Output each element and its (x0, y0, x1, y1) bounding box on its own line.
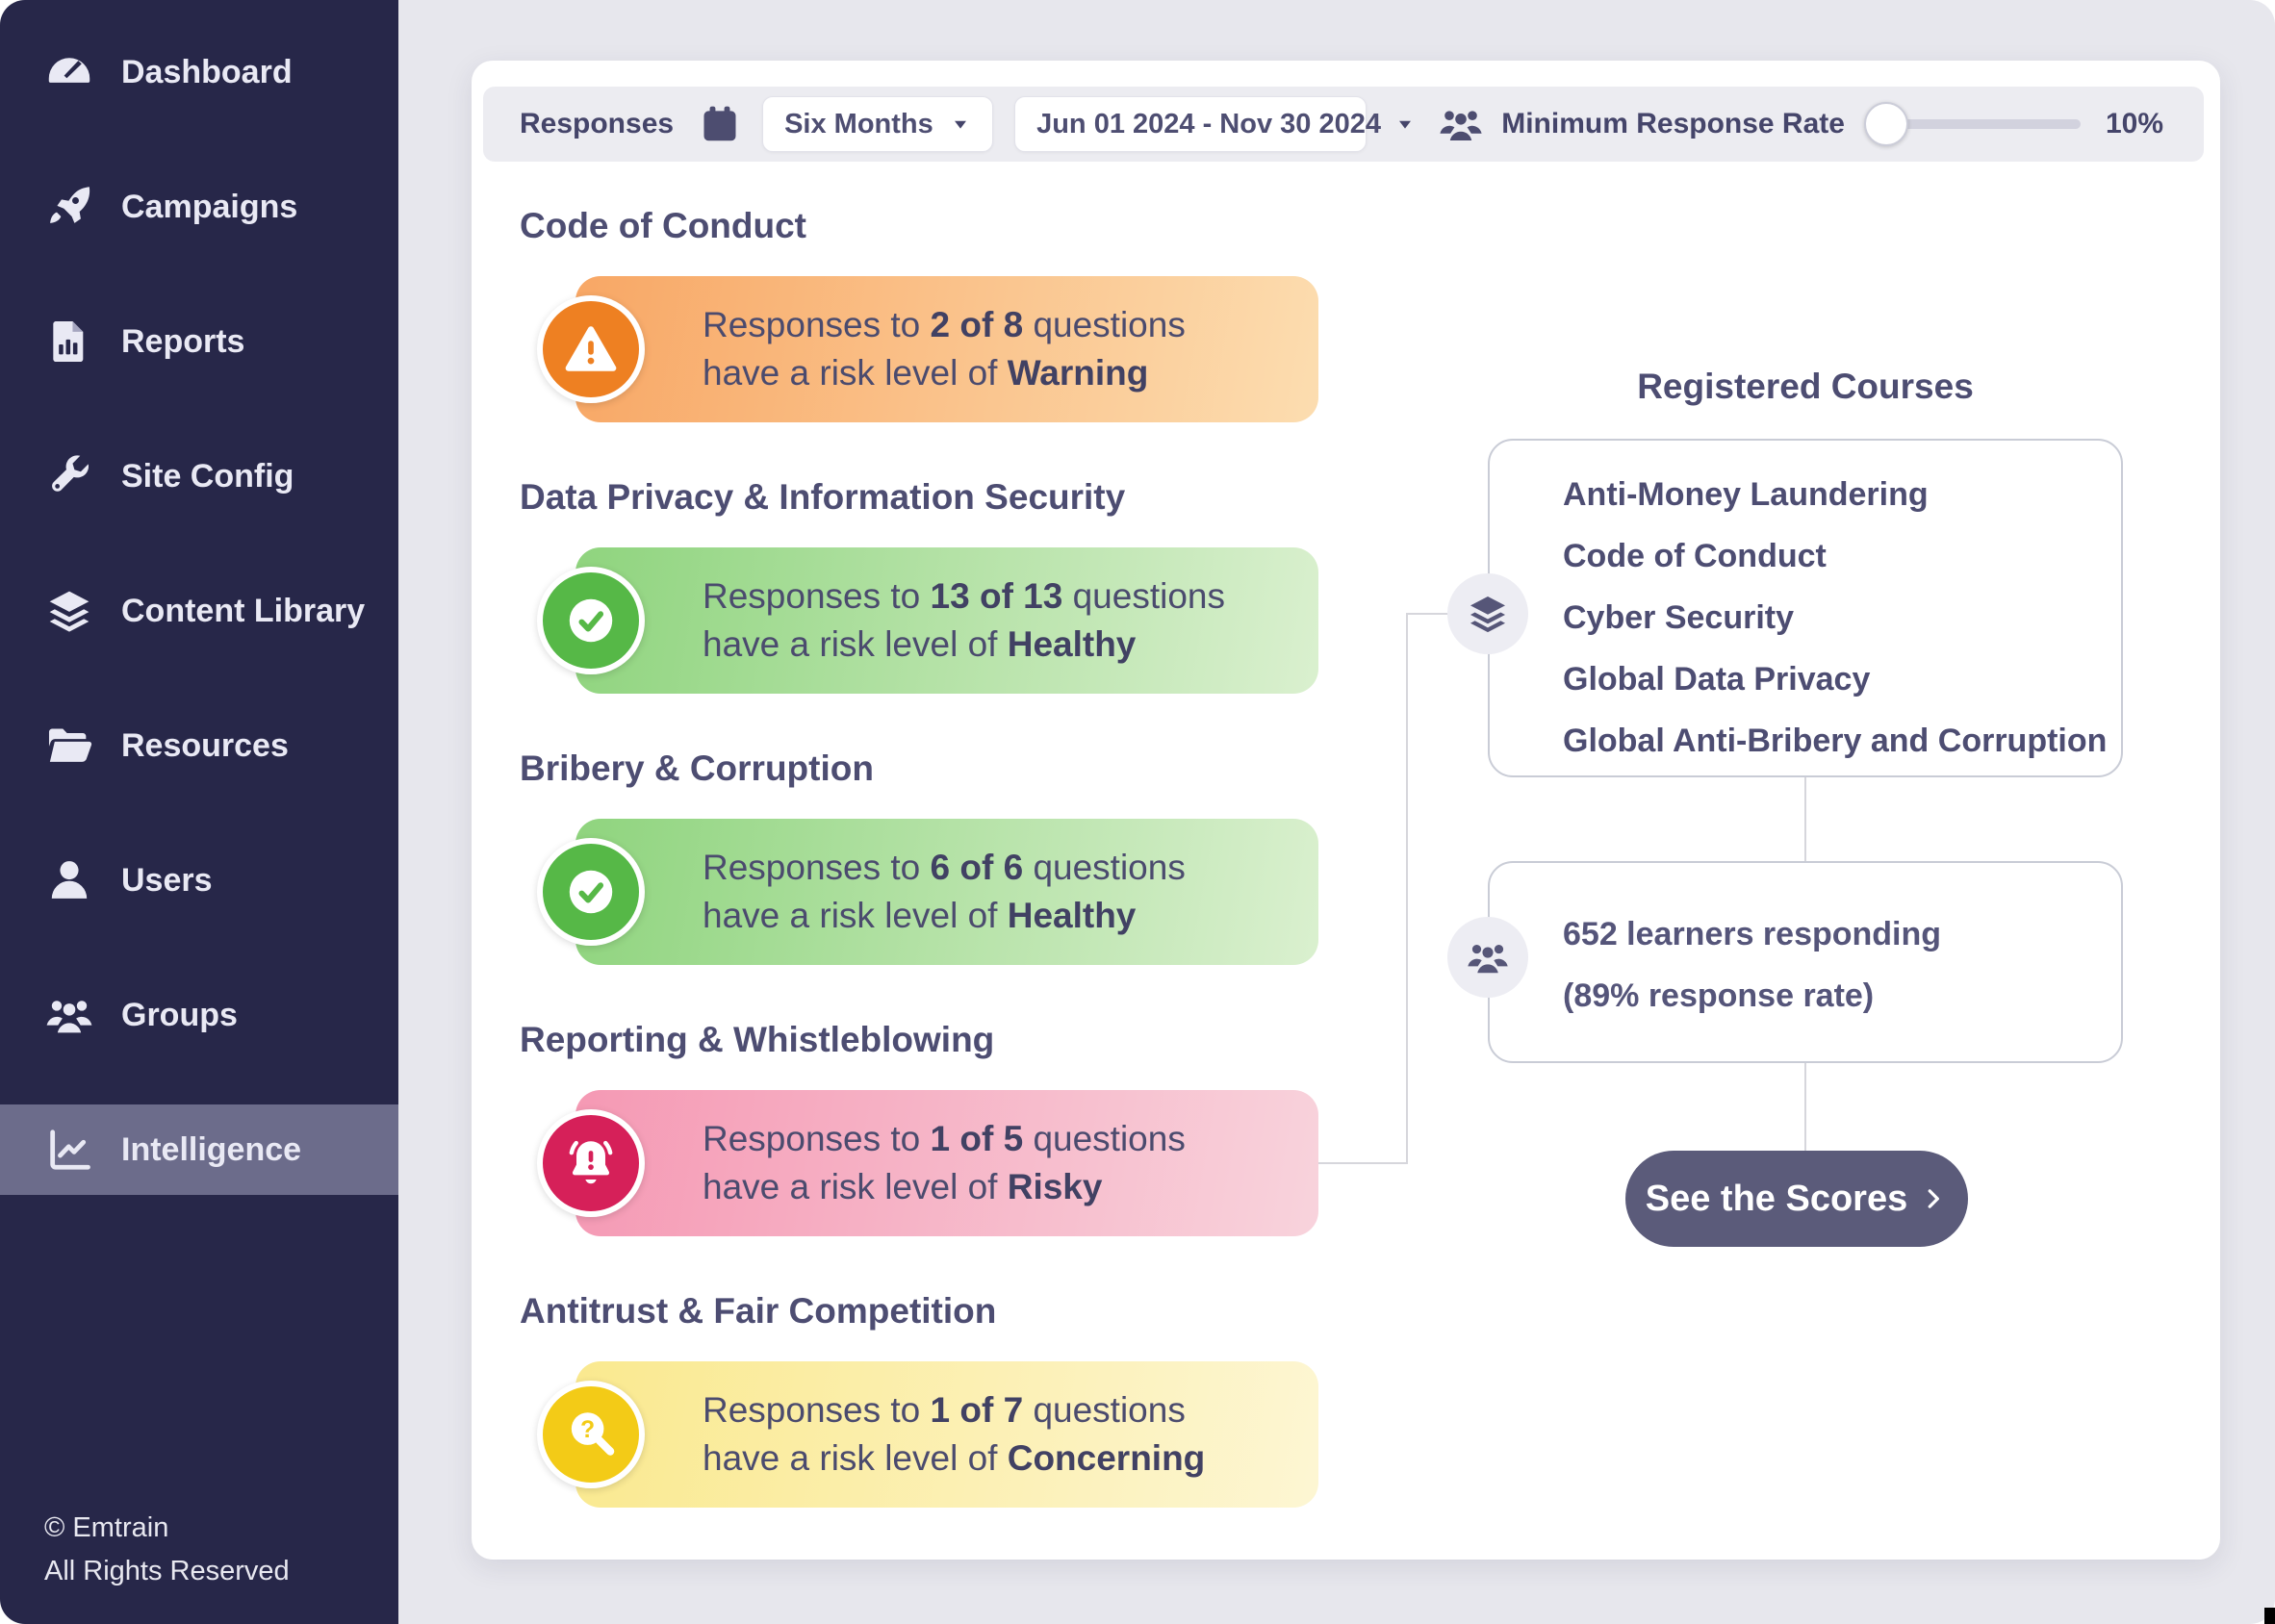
section-title: Reporting & Whistleblowing (520, 1020, 995, 1059)
sidebar-item-users[interactable]: Users (0, 835, 398, 926)
check-circle-icon (537, 567, 645, 674)
see-the-scores-button[interactable]: See the Scores (1625, 1151, 1968, 1247)
section-title: Bribery & Corruption (520, 749, 874, 788)
sidebar-item-content-library[interactable]: Content Library (0, 566, 398, 656)
slider-knob[interactable] (1863, 102, 1908, 146)
sidebar: Dashboard Campaigns Reports Site Config Cont… (0, 0, 398, 1624)
connector-line (1804, 777, 1806, 861)
sidebar-item-label: Campaigns (121, 188, 298, 225)
course-item: Cyber Security (1563, 599, 1794, 636)
people-icon (1447, 917, 1528, 998)
calendar-icon (699, 103, 741, 145)
sidebar-item-dashboard[interactable]: Dashboard (0, 27, 398, 117)
learners-line2: (89% response rate) (1563, 977, 1875, 1014)
course-item: Global Anti-Bribery and Corruption (1563, 723, 2108, 759)
registered-courses-box: Anti-Money Laundering Code of Conduct Cybe… (1488, 439, 2123, 777)
sidebar-item-intelligence[interactable]: Intelligence (0, 1104, 398, 1195)
risk-banner-text: Responses to 13 of 13 questions have a ri… (703, 576, 1225, 664)
check-circle-icon (537, 838, 645, 946)
copyright-text: © Emtrain (44, 1512, 169, 1543)
sidebar-item-site-config[interactable]: Site Config (0, 431, 398, 521)
wrench-icon (44, 451, 94, 501)
people-icon (44, 990, 94, 1040)
section-title: Data Privacy & Information Security (520, 477, 1126, 517)
course-item: Code of Conduct (1563, 538, 1827, 574)
min-response-rate-slider[interactable] (1863, 102, 2081, 146)
period-dropdown-value: Six Months (784, 108, 933, 140)
sidebar-item-campaigns[interactable]: Campaigns (0, 162, 398, 252)
folder-icon (44, 721, 94, 771)
user-icon (44, 855, 94, 905)
connector-line (1406, 613, 1408, 1164)
search-question-icon: ? (537, 1381, 645, 1488)
sidebar-item-label: Groups (121, 996, 238, 1033)
course-item: Anti-Money Laundering (1563, 476, 1929, 513)
min-response-rate-group: Minimum Response Rate 10% (1438, 101, 2163, 147)
chart-line-icon (44, 1125, 94, 1175)
sidebar-item-label: Users (121, 861, 213, 899)
sidebar-item-resources[interactable]: Resources (0, 700, 398, 791)
risk-section-antitrust-fair-competition: Antitrust & Fair Competition? Responses t… (520, 1290, 1318, 1508)
connector-line (1804, 1063, 1806, 1151)
sidebar-item-label: Site Config (121, 457, 294, 495)
rocket-icon (44, 182, 94, 232)
rights-text: All Rights Reserved (44, 1556, 290, 1586)
risk-banner-warning: Responses to 2 of 8 questions have a risk… (537, 276, 1318, 422)
learners-box: 652 learners responding (89% response ra… (1488, 861, 2123, 1063)
risk-banner-healthy: Responses to 6 of 6 questions have a risk… (537, 819, 1318, 965)
min-response-rate-label: Minimum Response Rate (1501, 108, 1845, 140)
risk-section-data-privacy-information-security: Data Privacy & Information Security Respo… (520, 476, 1318, 694)
risk-banner-text: Responses to 1 of 7 questions have a risk… (703, 1390, 1206, 1478)
risk-banner-concerning: ? Responses to 1 of 7 questions have a ris… (537, 1361, 1318, 1508)
registered-courses-title: Registered Courses (1637, 367, 1974, 406)
connector-line (1318, 1162, 1407, 1164)
risk-sections: Code of Conduct Responses to 2 of 8 quest… (520, 205, 1318, 1561)
section-title: Code of Conduct (520, 206, 807, 245)
responses-label: Responses (520, 108, 675, 140)
learners-line1: 652 learners responding (1563, 916, 1942, 952)
section-title: Antitrust & Fair Competition (520, 1291, 997, 1331)
svg-text:?: ? (580, 1417, 595, 1443)
risk-section-reporting-whistleblowing: Reporting & Whistleblowing Responses to 1… (520, 1019, 1318, 1236)
corner-artifact (2264, 1608, 2275, 1624)
toolbar: Responses Six Months Jun 01 2024 - Nov 3… (483, 87, 2204, 162)
sidebar-nav: Dashboard Campaigns Reports Site Config Cont… (0, 27, 398, 1239)
risk-section-code-of-conduct: Code of Conduct Responses to 2 of 8 quest… (520, 205, 1318, 422)
chevron-right-icon (1919, 1184, 1948, 1213)
warning-triangle-icon (537, 295, 645, 403)
date-range-value: Jun 01 2024 - Nov 30 2024 (1036, 108, 1381, 140)
sidebar-item-label: Dashboard (121, 53, 293, 90)
risk-banner-risky: Responses to 1 of 5 questions have a risk… (537, 1090, 1318, 1236)
course-item: Global Data Privacy (1563, 661, 1871, 698)
main-card: Responses Six Months Jun 01 2024 - Nov 3… (472, 61, 2220, 1560)
min-response-rate-value: 10% (2105, 108, 2163, 140)
sidebar-item-label: Content Library (121, 592, 366, 629)
risk-banner-text: Responses to 2 of 8 questions have a risk… (703, 305, 1186, 393)
sidebar-item-label: Intelligence (121, 1130, 302, 1168)
bell-alert-icon (537, 1109, 645, 1217)
people-icon (1438, 101, 1484, 147)
connector-line (1406, 613, 1449, 615)
risk-banner-text: Responses to 1 of 5 questions have a risk… (703, 1119, 1186, 1206)
risk-banner-text: Responses to 6 of 6 questions have a risk… (703, 848, 1186, 935)
risk-section-bribery-corruption: Bribery & Corruption Responses to 6 of 6 … (520, 748, 1318, 965)
gauge-icon (44, 47, 94, 97)
see-the-scores-label: See the Scores (1645, 1178, 1908, 1219)
report-icon (44, 317, 94, 367)
sidebar-item-label: Resources (121, 726, 289, 764)
sidebar-item-groups[interactable]: Groups (0, 970, 398, 1060)
caret-down-icon (1394, 114, 1416, 135)
date-range-dropdown[interactable]: Jun 01 2024 - Nov 30 2024 (1014, 96, 1411, 152)
sidebar-item-label: Reports (121, 322, 245, 360)
learners-text: 652 learners responding (89% response ra… (1563, 903, 1941, 1027)
layers-icon (1447, 573, 1528, 654)
registered-courses-list: Anti-Money Laundering Code of Conduct Cybe… (1563, 464, 2121, 772)
layers-icon (44, 586, 94, 636)
caret-down-icon (950, 114, 971, 135)
period-dropdown[interactable]: Six Months (762, 96, 994, 152)
risk-banner-healthy: Responses to 13 of 13 questions have a ri… (537, 547, 1318, 694)
sidebar-item-reports[interactable]: Reports (0, 296, 398, 387)
sidebar-footer: © Emtrain All Rights Reserved (44, 1507, 290, 1593)
